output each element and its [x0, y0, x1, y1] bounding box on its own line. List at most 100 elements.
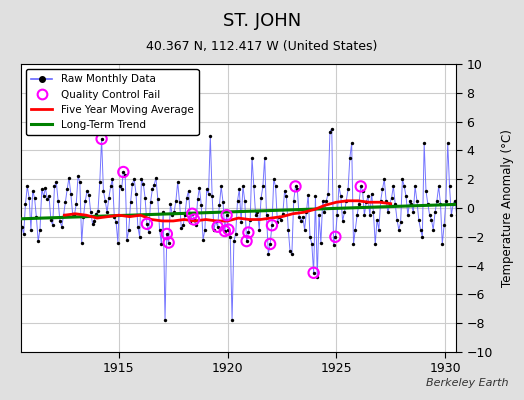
Point [224, 226, 233, 233]
Point [291, 183, 300, 190]
Point [56, 218, 64, 224]
Point [433, 198, 441, 204]
Point [429, 226, 438, 233]
Point [331, 234, 340, 240]
Point [70, 212, 79, 218]
Point [342, 198, 351, 204]
Point [364, 193, 372, 200]
Point [458, 226, 466, 233]
Point [271, 183, 280, 190]
Point [266, 241, 275, 247]
Point [447, 212, 455, 218]
Point [161, 317, 169, 324]
Point [145, 229, 153, 236]
Point [166, 200, 174, 207]
Point [108, 176, 117, 182]
Point [232, 231, 240, 237]
Point [389, 183, 398, 190]
Point [244, 229, 253, 236]
Point [190, 216, 198, 223]
Point [152, 174, 160, 181]
Point [313, 274, 321, 280]
Point [402, 193, 410, 200]
Point [92, 210, 101, 217]
Point [330, 242, 338, 249]
Point [243, 238, 251, 244]
Point [106, 183, 115, 190]
Point [199, 236, 208, 243]
Point [208, 193, 216, 200]
Point [28, 188, 37, 194]
Point [347, 140, 356, 146]
Point [286, 248, 294, 254]
Point [217, 183, 225, 190]
Point [182, 195, 191, 201]
Point [150, 182, 158, 188]
Point [165, 239, 173, 246]
Point [284, 226, 292, 233]
Point [322, 198, 331, 204]
Point [418, 234, 427, 240]
Point [445, 183, 454, 190]
Point [344, 186, 352, 192]
Point [340, 209, 348, 216]
Point [297, 218, 305, 224]
Point [212, 218, 220, 224]
Point [380, 176, 388, 182]
Point [224, 226, 233, 233]
Point [255, 226, 264, 233]
Point [165, 239, 173, 246]
Point [89, 221, 97, 227]
Point [263, 212, 271, 218]
Point [398, 176, 407, 182]
Point [413, 198, 421, 204]
Point [397, 219, 405, 226]
Point [32, 214, 40, 220]
Point [436, 200, 445, 207]
Point [215, 202, 224, 208]
Point [460, 216, 468, 223]
Point [453, 212, 461, 218]
Point [442, 198, 450, 204]
Text: ST. JOHN: ST. JOHN [223, 12, 301, 30]
Point [65, 174, 73, 181]
Point [277, 216, 285, 223]
Point [440, 222, 449, 228]
Point [36, 226, 44, 233]
Point [331, 234, 340, 240]
Point [132, 190, 140, 197]
Point [219, 199, 227, 206]
Point [123, 236, 131, 243]
Point [310, 270, 318, 276]
Point [252, 212, 260, 218]
Point [249, 183, 258, 190]
Point [190, 216, 198, 223]
Point [12, 210, 20, 217]
Point [353, 212, 362, 218]
Point [115, 183, 124, 190]
Point [197, 202, 205, 208]
Point [420, 140, 428, 146]
Point [105, 195, 113, 201]
Point [241, 198, 249, 204]
Point [299, 214, 307, 220]
Point [154, 196, 162, 202]
Point [21, 200, 30, 207]
Point [243, 238, 251, 244]
Point [72, 200, 80, 207]
Point [356, 183, 365, 190]
Point [143, 221, 151, 227]
Point [239, 183, 247, 190]
Point [279, 210, 287, 217]
Point [117, 186, 126, 192]
Point [333, 212, 341, 218]
Point [114, 239, 122, 246]
Point [162, 231, 171, 237]
Point [45, 193, 53, 200]
Point [54, 198, 62, 204]
Point [221, 228, 229, 234]
Point [101, 198, 110, 204]
Point [50, 183, 59, 190]
Point [369, 209, 378, 216]
Point [316, 239, 325, 246]
